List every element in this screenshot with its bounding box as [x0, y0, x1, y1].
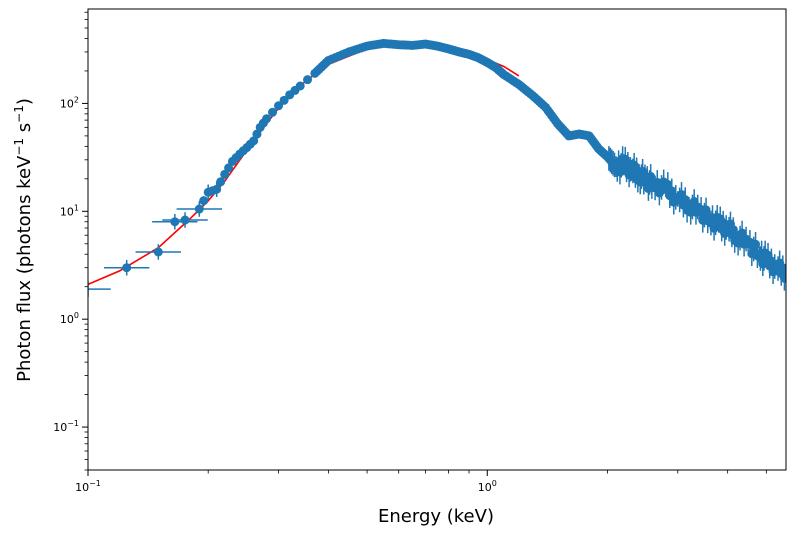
data-point — [268, 107, 278, 117]
data-point — [199, 196, 209, 206]
y-tick-label: 10−1 — [53, 419, 79, 434]
y-tick-label: 100 — [60, 311, 79, 326]
data-point — [701, 205, 711, 215]
data-point — [220, 169, 230, 179]
x-tick-label: 10−1 — [75, 479, 101, 494]
data-point — [258, 118, 268, 128]
y-tick-label: 102 — [60, 95, 79, 110]
data-point — [231, 153, 241, 163]
data-point — [274, 101, 284, 111]
data-point — [290, 85, 300, 95]
y-axis-title: Photon flux (photons keV−1 s−1) — [12, 98, 35, 382]
data-point — [153, 247, 163, 257]
x-tick-label: 100 — [478, 479, 497, 494]
data-point — [751, 239, 761, 249]
data-point — [245, 139, 255, 149]
data-point — [779, 273, 786, 283]
data-point — [252, 129, 262, 139]
data-point — [303, 75, 313, 85]
data-point — [646, 171, 656, 181]
data-point — [180, 215, 190, 225]
axis-ticks: 10−1 100 10−1 100 101 102 — [53, 11, 767, 494]
data-point — [170, 217, 180, 227]
x-axis-title: Energy (keV) — [378, 506, 494, 527]
data-point — [728, 225, 738, 235]
data-point — [680, 195, 690, 205]
data-point — [224, 163, 234, 173]
data-point — [238, 146, 248, 156]
data-point — [279, 95, 289, 105]
data-point — [122, 263, 132, 273]
y-tick-label: 101 — [60, 203, 79, 218]
data-point — [216, 177, 226, 187]
data-point — [194, 204, 204, 214]
data-point — [207, 186, 217, 196]
plot-frame — [87, 8, 787, 471]
